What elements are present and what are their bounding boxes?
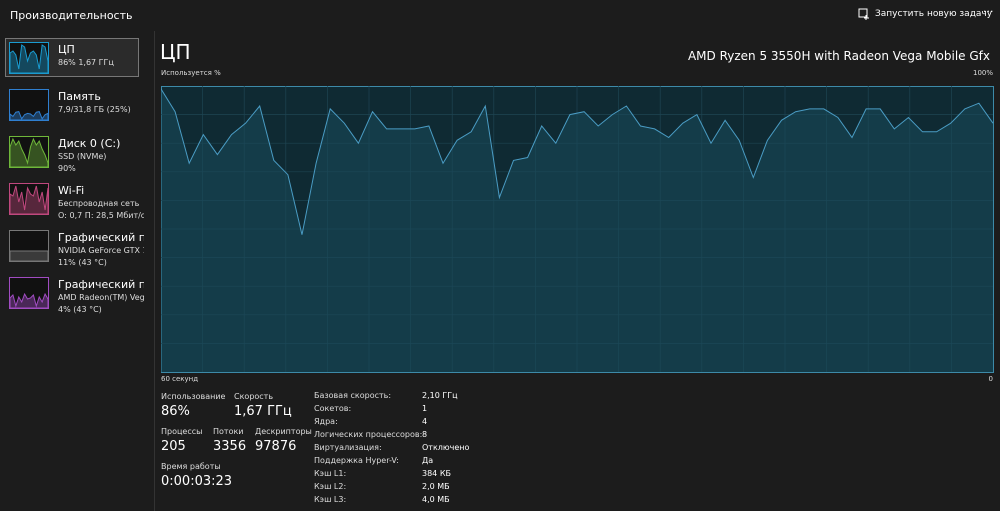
spec-label: Кэш L3: [314, 495, 347, 504]
device-detail: О: 0,7 П: 28,5 Мбит/с [58, 211, 144, 220]
spec-value: 8 [422, 430, 428, 439]
device-detail: 4% (43 °C) [58, 305, 102, 314]
thumb-line [9, 111, 49, 121]
device-name: Графический процессор 1 [58, 278, 144, 291]
more-button[interactable]: ··· [983, 5, 994, 18]
new-task-button[interactable]: Запустить новую задачу [875, 9, 993, 19]
spec-value: 4 [422, 417, 428, 426]
thumb-frame [9, 89, 49, 121]
thumbnail [9, 136, 49, 168]
thumb-frame [9, 136, 49, 168]
device-detail: SSD (NVMe) [58, 152, 107, 161]
device-detail: 7,9/31,8 ГБ (25%) [58, 105, 131, 114]
thumb-line [9, 185, 49, 215]
spec-label: Сокетов: [314, 404, 352, 413]
device-detail: 11% (43 °C) [58, 258, 107, 267]
spec-label: Виртуализация: [314, 443, 382, 452]
device-detail: AMD Radeon(TM) Vega 8 Graphics [58, 293, 144, 302]
device-detail: NVIDIA GeForce GTX 1650 [58, 246, 144, 255]
stat-label: Процессы [161, 427, 203, 436]
new-task-icon[interactable] [858, 8, 870, 20]
x-left-label: 60 секунд [161, 375, 199, 383]
spec-value: 384 КБ [422, 469, 451, 478]
cpu-graph [161, 86, 994, 373]
thumb-line [9, 44, 49, 74]
spec-value: 1 [422, 404, 428, 413]
sidebar-divider [154, 31, 155, 511]
stat-label: Время работы [161, 462, 221, 471]
thumbnail [9, 89, 49, 121]
device-detail: 86% 1,67 ГГц [58, 58, 114, 67]
stat-value: 86% [161, 404, 190, 419]
title-bar [0, 0, 1000, 31]
thumb-line [9, 250, 49, 262]
spec-label: Кэш L1: [314, 469, 347, 478]
spec-label: Ядра: [314, 417, 338, 426]
device-name: ЦП [58, 43, 75, 56]
stat-label: Использование [161, 392, 226, 401]
device-name: Память [58, 90, 101, 103]
stat-label: Скорость [234, 392, 274, 401]
device-name: Графический процессор 0 [58, 231, 144, 244]
spec-value: Да [422, 456, 434, 465]
processor-name: AMD Ryzen 5 3550H with Radeon Vega Mobil… [687, 49, 990, 63]
thumbnail [9, 183, 49, 215]
spec-value: 2,10 ГГц [422, 391, 458, 400]
thumb-line [9, 137, 49, 168]
spec-value: Отключено [422, 443, 470, 452]
thumbnail [9, 277, 49, 309]
stat-value: 1,67 ГГц [234, 404, 292, 419]
spec-value: 4,0 МБ [422, 495, 450, 504]
thumb-frame [9, 277, 49, 309]
stat-label: Дескрипторы [255, 427, 312, 436]
device-name: Диск 0 (C:) [58, 137, 121, 150]
cpu-line [161, 88, 994, 235]
stat-value: 0:00:03:23 [161, 474, 233, 489]
spec-label: Логических процессоров: [314, 430, 423, 439]
spec-label: Базовая скорость: [314, 391, 392, 400]
stat-label: Потоки [213, 427, 244, 436]
device-detail: 90% [58, 164, 76, 173]
x-right-label: 0 [988, 375, 993, 383]
device-name: Wi-Fi [58, 184, 85, 197]
spec-label: Кэш L2: [314, 482, 347, 491]
thumbnail [9, 42, 49, 74]
thumbnail [9, 230, 49, 262]
stat-value: 97876 [255, 439, 297, 454]
y-max-label: 100% [972, 69, 993, 77]
y-axis-label: Используется % [161, 69, 221, 77]
stat-value: 3356 [213, 439, 247, 454]
device-detail: Беспроводная сеть [58, 199, 140, 208]
cpu-area [161, 88, 993, 373]
spec-value: 2,0 МБ [422, 482, 450, 491]
section-title: ЦП [160, 40, 191, 64]
thumb-line [9, 292, 49, 309]
stat-value: 205 [161, 439, 186, 454]
page-title: Производительность [10, 9, 133, 22]
spec-label: Поддержка Hyper-V: [314, 456, 399, 465]
